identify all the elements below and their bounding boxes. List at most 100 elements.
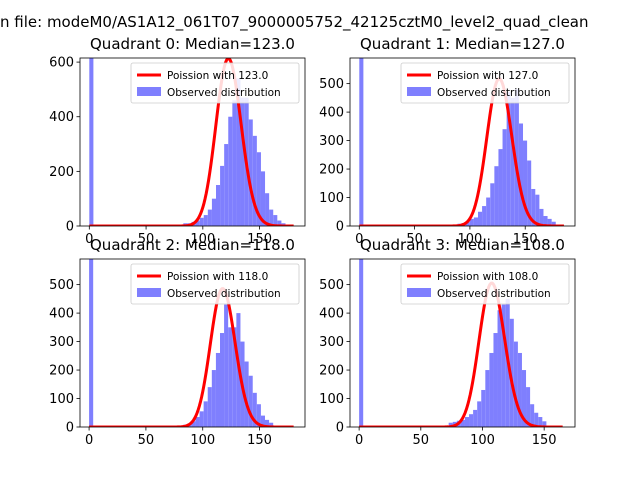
histogram-bar xyxy=(542,421,547,427)
x-tick-label: 50 xyxy=(406,232,423,247)
histogram-bar xyxy=(489,352,494,427)
histogram-bar xyxy=(493,333,498,427)
histogram-bar xyxy=(224,144,229,226)
x-tick-label: 150 xyxy=(513,232,538,247)
y-tick-label: 0 xyxy=(336,220,344,235)
histogram-bar xyxy=(523,140,528,226)
axes-frame xyxy=(79,258,306,428)
histogram-bar xyxy=(477,211,483,226)
histogram-bar xyxy=(448,422,453,427)
histogram-bar xyxy=(273,215,278,226)
histogram-bar xyxy=(498,149,503,226)
chart-panel-0: 0 50 100 150 0 200 400 600 Quadrant 0: Median=12… xyxy=(49,35,306,247)
legend-label-poisson: Poission with 127.0 xyxy=(437,70,538,82)
y-tick-label: 0 xyxy=(336,421,344,436)
histogram-bar xyxy=(248,119,253,226)
legend-label-observed: Observed distribution xyxy=(167,288,281,300)
chart-panel-2: 0 50 100 150 0 100 200 300 400 500 Quadrant 2: Med… xyxy=(49,236,306,448)
y-tick-label: 100 xyxy=(49,392,74,407)
histogram-bar xyxy=(199,217,204,226)
histogram-bar xyxy=(535,194,540,226)
histogram-bar xyxy=(269,422,274,427)
legend-label-observed: Observed distribution xyxy=(167,87,281,99)
legend-label-poisson: Poission with 123.0 xyxy=(167,70,268,82)
histogram-bar xyxy=(485,370,490,427)
histogram-bar xyxy=(203,401,208,427)
axes-frame xyxy=(349,258,576,428)
histogram-bar xyxy=(465,221,470,226)
legend-label-poisson: Poission with 118.0 xyxy=(167,271,268,283)
histogram-bar xyxy=(211,198,216,226)
histogram-bar xyxy=(517,352,522,427)
histogram-bar xyxy=(518,123,524,226)
x-tick-label: 0 xyxy=(355,232,363,247)
legend-bar-swatch xyxy=(407,288,431,297)
histogram-bar xyxy=(473,409,478,427)
y-tick-label: 400 xyxy=(49,110,74,125)
legend-label-observed: Observed distribution xyxy=(437,87,551,99)
histogram-bar xyxy=(514,89,519,226)
histogram-bar xyxy=(494,166,499,226)
histogram-bar xyxy=(497,310,502,427)
histogram-bar xyxy=(359,58,364,226)
plot-area xyxy=(358,259,563,427)
legend-bar-swatch xyxy=(137,87,161,96)
histogram-bar xyxy=(207,387,212,427)
y-tick-label: 300 xyxy=(319,134,344,149)
histogram-bar xyxy=(551,221,556,226)
y-tick-label: 500 xyxy=(319,278,344,293)
figure-suptitle: n file: modeM0/AS1A12_061T07_9000005752_… xyxy=(0,13,589,32)
legend-box xyxy=(130,263,300,305)
histogram-bar xyxy=(477,401,482,427)
histogram-bar xyxy=(232,327,237,427)
histogram-bar xyxy=(526,387,531,427)
histogram-bar xyxy=(244,361,249,427)
y-tick-label: 200 xyxy=(319,364,344,379)
histogram-bar xyxy=(502,129,507,226)
histogram-bar xyxy=(256,152,261,226)
plot-area xyxy=(88,259,294,427)
histogram-bar xyxy=(506,92,511,226)
plot-area xyxy=(358,58,565,226)
x-tick-label: 0 xyxy=(355,433,363,448)
histogram-bar xyxy=(199,411,204,427)
histogram-bar xyxy=(513,341,518,427)
histogram-bar xyxy=(220,165,225,226)
axes-frame xyxy=(79,57,306,227)
histogram-bar xyxy=(220,333,225,427)
histogram-bar xyxy=(256,404,261,427)
histogram-bar xyxy=(527,160,532,226)
x-tick-label: 150 xyxy=(532,433,557,448)
histogram-bar xyxy=(216,185,221,226)
y-tick-label: 400 xyxy=(319,106,344,121)
histogram-bar xyxy=(265,419,270,427)
poisson-line xyxy=(358,281,563,427)
panels: 0 50 100 150 0 200 400 600 Quadrant 0: Median=12… xyxy=(49,35,576,448)
y-tick-label: 100 xyxy=(319,392,344,407)
x-tick-label: 100 xyxy=(190,433,215,448)
histogram-bar xyxy=(252,135,257,226)
histogram-bar xyxy=(191,421,196,427)
histogram-bar xyxy=(211,370,216,427)
histogram-bar xyxy=(481,389,486,427)
poisson-line xyxy=(88,287,294,427)
histogram-bar xyxy=(473,217,478,226)
histogram-bar xyxy=(482,206,487,226)
y-tick-label: 500 xyxy=(319,77,344,92)
legend: Poission with 123.0 Observed distribution xyxy=(130,62,300,104)
histogram-bar xyxy=(228,116,233,226)
x-tick-label: 150 xyxy=(247,433,272,448)
y-tick-label: 600 xyxy=(49,56,74,71)
histogram-bar xyxy=(469,218,474,226)
histogram-bar xyxy=(228,327,233,427)
histogram-bar xyxy=(359,259,364,427)
histogram-bar xyxy=(207,209,212,226)
poisson-line xyxy=(88,58,295,226)
legend-bar-swatch xyxy=(137,288,161,297)
histogram-bar xyxy=(510,97,515,226)
x-tick-label: 100 xyxy=(470,433,495,448)
histogram-bar xyxy=(248,375,253,427)
histogram-bar xyxy=(236,78,241,226)
legend: Poission with 108.0 Observed distribution xyxy=(400,263,570,305)
histogram-bar xyxy=(539,208,544,226)
